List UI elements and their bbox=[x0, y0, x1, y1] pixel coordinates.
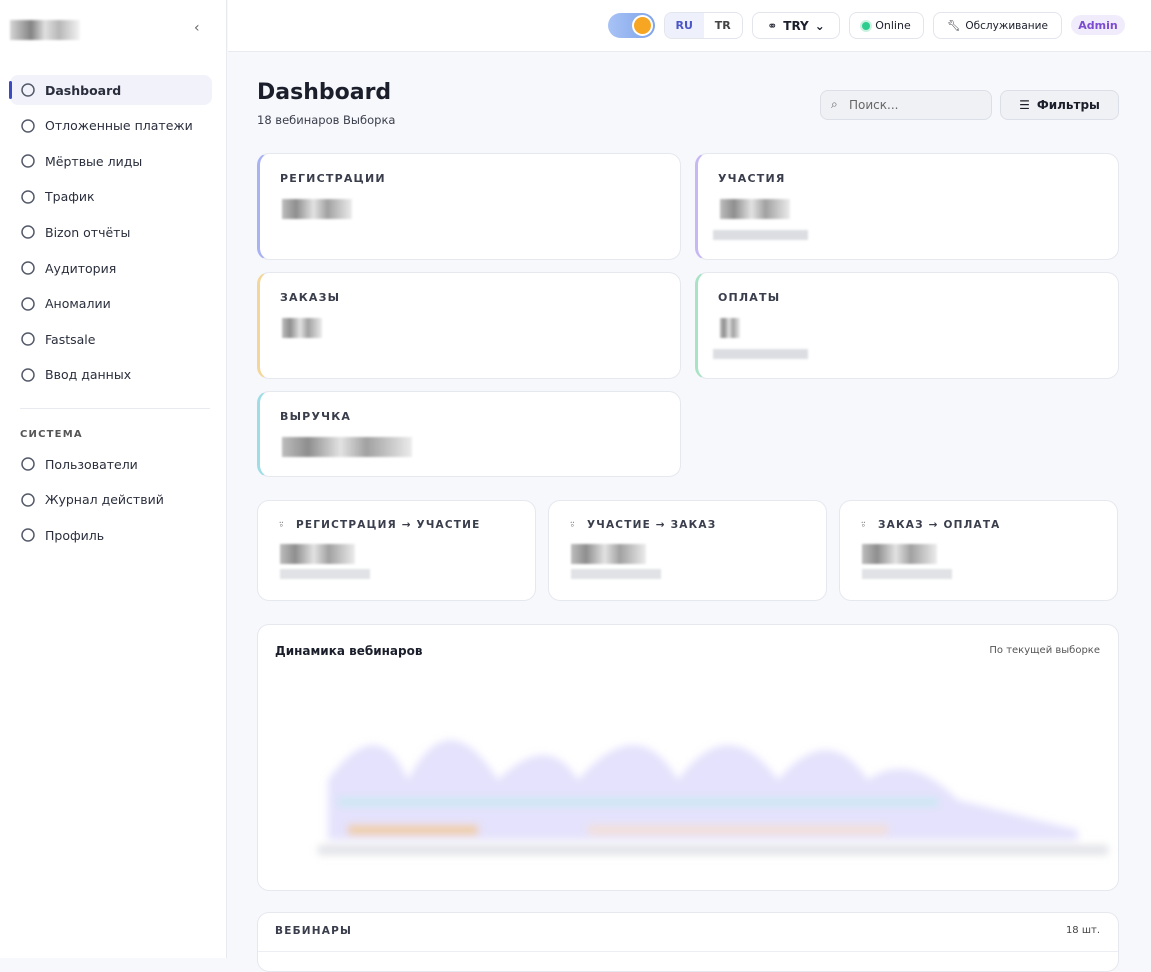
redacted-sub bbox=[713, 349, 808, 359]
redacted-value bbox=[720, 318, 740, 338]
metric-card: ОПЛАТЫ bbox=[695, 272, 1119, 379]
metric-card: ЗАКАЗЫ bbox=[257, 272, 681, 379]
metric-label: УЧАСТИЯ bbox=[718, 172, 786, 185]
redacted-sub bbox=[862, 569, 952, 579]
chart-note: По текущей выборке bbox=[989, 645, 1100, 656]
nav-item[interactable]: Dashboard bbox=[9, 75, 212, 105]
redacted-sub bbox=[571, 569, 661, 579]
nav-item[interactable]: Трафик bbox=[10, 182, 212, 212]
topbar: RU TR ⚭ TRY ⌄ Online 🔧︎ Обслуживание Admin bbox=[228, 0, 1151, 52]
sidebar: ‹ Dashboard Отложенные платежи Мёртвые лид… bbox=[0, 0, 227, 958]
nav-icon bbox=[21, 83, 35, 97]
language-switch: RU TR bbox=[664, 12, 743, 39]
conversion-icon: ⍤ bbox=[569, 518, 576, 531]
nav-item[interactable]: Fastsale bbox=[10, 324, 212, 354]
redacted-value bbox=[282, 437, 412, 457]
metric-card: ВЫРУЧКА bbox=[257, 391, 681, 477]
table-divider bbox=[258, 951, 1118, 952]
redacted-value bbox=[282, 199, 352, 219]
lang-tr[interactable]: TR bbox=[714, 19, 731, 32]
nav-icon bbox=[21, 457, 35, 471]
redacted-sub bbox=[713, 230, 808, 240]
redacted-value bbox=[862, 544, 937, 564]
chart-area bbox=[318, 740, 1108, 855]
table-count: 18 шт. bbox=[1065, 925, 1100, 936]
metric-label: ОПЛАТЫ bbox=[718, 291, 781, 304]
nav-item[interactable]: Bizon отчёты bbox=[10, 217, 212, 247]
conversion-card: ЗАКАЗ → ОПЛАТА ⍤ bbox=[839, 500, 1118, 601]
chart-panel: Динамика вебинаров По текущей выборке bbox=[257, 624, 1119, 891]
maintenance-button[interactable]: 🔧︎ Обслуживание bbox=[933, 12, 1062, 39]
chart-title: Динамика вебинаров bbox=[275, 644, 423, 658]
nav-icon bbox=[21, 332, 35, 346]
lang-ru[interactable]: RU bbox=[665, 13, 704, 38]
metric-label: ВЫРУЧКА bbox=[280, 410, 352, 423]
nav-icon bbox=[21, 492, 35, 507]
conversion-card: РЕГИСТРАЦИЯ → УЧАСТИЕ ⍤ bbox=[257, 500, 536, 601]
nav-icon bbox=[21, 368, 35, 382]
nav-item[interactable]: Ввод данных bbox=[10, 360, 212, 390]
nav-icon bbox=[21, 261, 35, 275]
nav-item[interactable]: Профиль bbox=[10, 520, 212, 550]
conversion-label: РЕГИСТРАЦИЯ → УЧАСТИЕ bbox=[296, 519, 481, 531]
currency-select[interactable]: ⚭ TRY ⌄ bbox=[752, 12, 840, 39]
page-subtitle: 18 вебинаров Выборка bbox=[257, 113, 396, 127]
nav-item[interactable]: Отложенные платежи bbox=[10, 111, 212, 141]
redacted-sub bbox=[280, 569, 370, 579]
redacted-value bbox=[571, 544, 646, 564]
role-badge: Admin bbox=[1071, 15, 1125, 35]
maintenance: Обслуживание bbox=[965, 19, 1048, 32]
table-title: ВЕБИНАРЫ bbox=[275, 925, 353, 937]
metric-label: ЗАКАЗЫ bbox=[280, 291, 341, 304]
metric-card: УЧАСТИЯ bbox=[695, 153, 1119, 260]
nav-icon bbox=[21, 118, 35, 133]
collapse-button[interactable]: ‹ bbox=[194, 20, 200, 36]
conversion-icon: ⍤ bbox=[860, 518, 867, 531]
metric-label: РЕГИСТРАЦИИ bbox=[280, 172, 386, 185]
conversion-label: ЗАКАЗ → ОПЛАТА bbox=[878, 519, 1001, 531]
currency: TRY bbox=[783, 18, 809, 33]
nav-icon bbox=[21, 528, 35, 542]
filters-text: Фильтры bbox=[1036, 98, 1100, 112]
search-input[interactable]: ⌕ Поиск... bbox=[820, 90, 992, 120]
conversion-label: УЧАСТИЕ → ЗАКАЗ bbox=[587, 519, 717, 531]
chart-blurred bbox=[318, 740, 1108, 855]
nav-icon bbox=[21, 225, 35, 240]
conversion-card: УЧАСТИЕ → ЗАКАЗ ⍤ bbox=[548, 500, 827, 601]
logo bbox=[10, 20, 80, 40]
page-title: Dashboard bbox=[257, 80, 392, 105]
nav-item[interactable]: Мёртвые лиды bbox=[10, 146, 212, 176]
nav-item[interactable]: Аудитория bbox=[10, 253, 212, 283]
redacted-value bbox=[280, 544, 355, 564]
nav-icon bbox=[21, 154, 35, 168]
conversion-icon: ⍤ bbox=[278, 518, 285, 531]
redacted-value bbox=[282, 318, 322, 338]
nav-item[interactable]: Аномалии bbox=[10, 289, 212, 319]
nav-item[interactable]: Журнал действий bbox=[10, 485, 212, 515]
nav-icon bbox=[21, 190, 35, 204]
search-placeholder: Поиск... bbox=[849, 98, 899, 112]
metric-card: РЕГИСТРАЦИИ bbox=[257, 153, 681, 260]
table-panel: ВЕБИНАРЫ 18 шт. bbox=[257, 912, 1119, 972]
nav-item[interactable]: Пользователи bbox=[10, 449, 212, 479]
status: Online bbox=[849, 12, 924, 39]
nav-icon bbox=[21, 296, 35, 311]
filters-button[interactable]: ☰ Фильтры bbox=[1000, 90, 1119, 120]
redacted-value bbox=[720, 199, 790, 219]
section-title: СИСТЕМА bbox=[20, 429, 83, 440]
divider bbox=[20, 408, 210, 409]
theme-toggle[interactable] bbox=[608, 13, 655, 38]
status-text: Online bbox=[875, 19, 911, 32]
